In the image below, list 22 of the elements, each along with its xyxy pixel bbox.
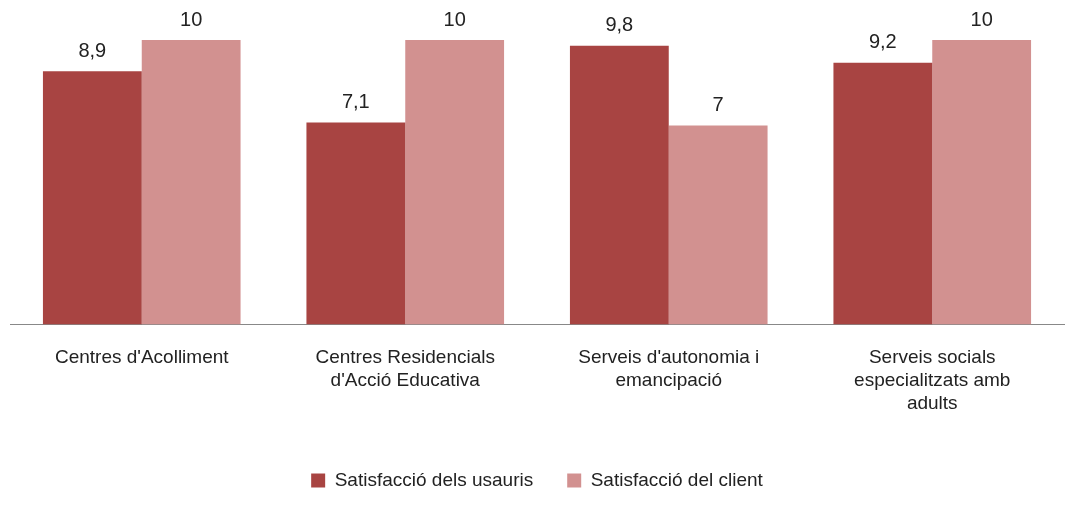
- legend-label: Satisfacció del client: [590, 468, 764, 490]
- x-tick-label: Centres Residencials d'Acció Educativa: [315, 346, 496, 391]
- data-label: 10: [180, 7, 203, 30]
- bar: [306, 122, 406, 325]
- bar: [405, 40, 505, 325]
- x-tick-label: Serveis d'autonomia i emancipació: [578, 346, 760, 391]
- legend-label: Satisfacció dels usauris: [334, 468, 534, 490]
- x-tick-label: Centres d'Acolliment: [54, 346, 230, 368]
- bar: [668, 125, 768, 325]
- bar: [932, 40, 1032, 325]
- data-label: 8,9: [78, 38, 107, 61]
- bar: [569, 45, 669, 325]
- data-label: 7: [712, 92, 724, 115]
- bar: [833, 62, 933, 325]
- bar: [42, 71, 142, 325]
- bar: [141, 40, 241, 325]
- data-label: 10: [970, 7, 993, 30]
- data-label: 7,1: [341, 90, 370, 113]
- data-label: 9,8: [605, 13, 634, 36]
- x-tick-label: Serveis socials especialitzats amb adults: [854, 346, 1011, 413]
- data-label: 10: [443, 7, 466, 30]
- data-label: 9,2: [868, 30, 897, 53]
